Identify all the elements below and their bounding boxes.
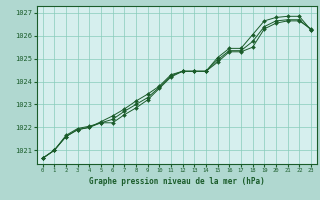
X-axis label: Graphe pression niveau de la mer (hPa): Graphe pression niveau de la mer (hPa) xyxy=(89,177,265,186)
